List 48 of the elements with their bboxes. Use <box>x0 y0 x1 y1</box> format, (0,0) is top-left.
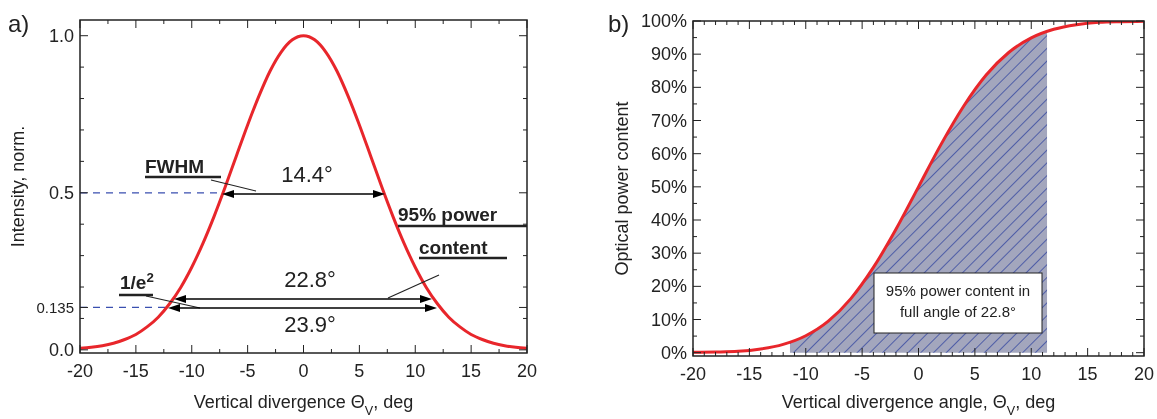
annotation: 22.8° <box>284 267 336 292</box>
x-axis-title: Vertical divergence Θ$_{V}$, deg <box>193 392 414 418</box>
y-tick-label: 60% <box>650 143 687 164</box>
line-series <box>80 34 527 350</box>
annotation: FWHM <box>145 156 205 177</box>
y-tick-label: 0.0 <box>48 339 74 360</box>
annotation: 14.4° <box>281 162 333 187</box>
x-tick-label: -20 <box>66 361 94 381</box>
x-tick-label: 5 <box>969 364 980 384</box>
y-tick-label: 10% <box>650 309 687 330</box>
y-tick-label: 0.135 <box>36 299 74 317</box>
y-tick-label: 30% <box>650 243 687 264</box>
x-tick-label: 20 <box>1133 364 1155 384</box>
line-series <box>693 21 1144 354</box>
x-tick-label: -5 <box>239 361 256 381</box>
chart-title: b) <box>608 10 630 37</box>
y-tick-label: 90% <box>650 44 687 65</box>
x-tick-label: 10 <box>1021 364 1042 384</box>
y-axis-title: Intensity, norm. <box>8 125 28 248</box>
x-tick-label: -15 <box>736 364 763 384</box>
x-tick-label: 5 <box>354 361 365 381</box>
annotation: 95% power content in full angle of 22.8° <box>885 282 1031 320</box>
x-tick-label: -15 <box>122 361 149 381</box>
annotation: 1/e$^{2}$ <box>120 269 154 293</box>
x-tick-label: -20 <box>679 364 707 384</box>
y-tick-label: 20% <box>650 276 687 297</box>
x-tick-label: 10 <box>405 361 426 381</box>
x-tick-label: -10 <box>178 361 205 381</box>
annotation: 23.9° <box>284 312 336 337</box>
chart-title: a) <box>8 10 30 37</box>
y-tick-label: 0.5 <box>48 182 74 203</box>
x-tick-label: -5 <box>854 364 871 384</box>
x-tick-label: 15 <box>1077 364 1098 384</box>
x-tick-label: -10 <box>792 364 819 384</box>
x-tick-label: 15 <box>461 361 482 381</box>
y-tick-label: 0% <box>660 342 687 363</box>
x-axis-title: Vertical divergence angle, Θ$_{V}$, deg <box>781 392 1056 418</box>
y-axis-title: Optical power content <box>612 101 632 276</box>
x-tick-label: 0 <box>913 364 924 384</box>
y-tick-label: 70% <box>650 110 687 131</box>
y-tick-label: 1.0 <box>48 25 74 46</box>
y-tick-label: 40% <box>650 210 687 231</box>
y-tick-label: 100% <box>640 11 687 31</box>
y-tick-label: 80% <box>650 77 687 98</box>
x-tick-label: 0 <box>298 361 309 381</box>
y-tick-label: 50% <box>650 176 687 197</box>
annotation: 95% power content <box>398 204 498 258</box>
x-tick-label: 20 <box>516 361 538 381</box>
